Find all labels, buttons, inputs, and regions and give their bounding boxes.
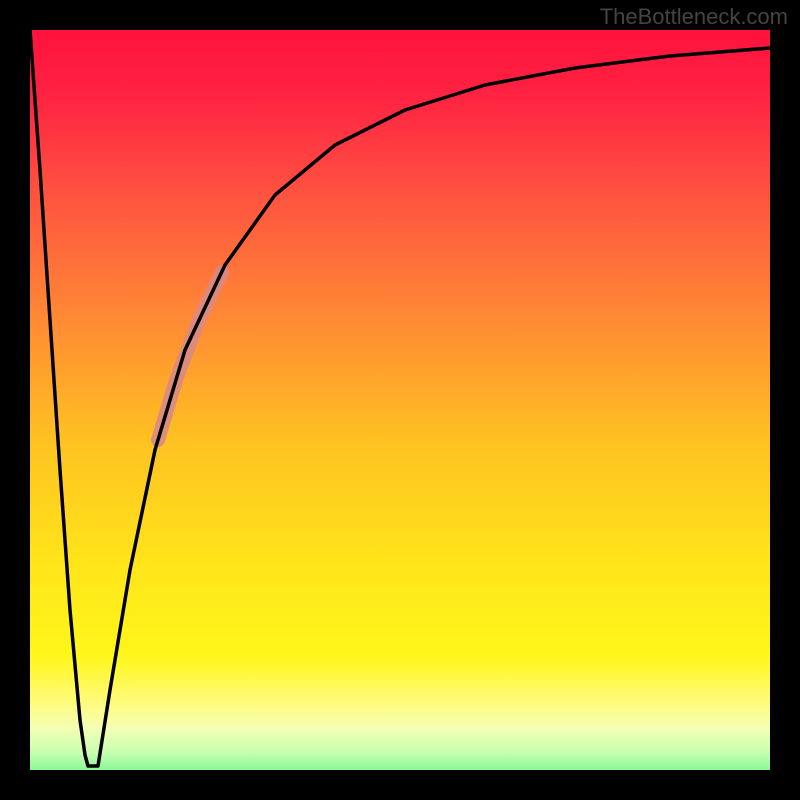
bottleneck-chart bbox=[0, 0, 800, 800]
watermark-text: TheBottleneck.com bbox=[600, 4, 788, 30]
chart-background bbox=[0, 0, 800, 800]
